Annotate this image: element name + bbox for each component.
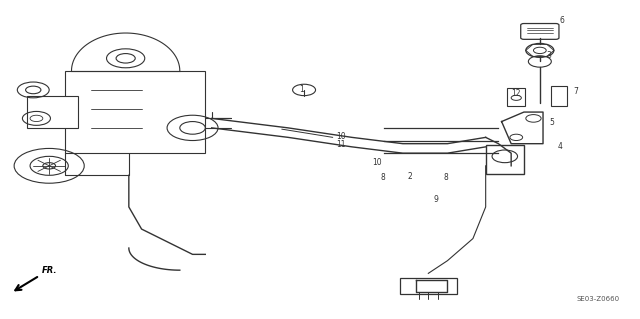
- FancyBboxPatch shape: [551, 86, 566, 106]
- Text: 10: 10: [337, 132, 346, 141]
- Text: 8: 8: [444, 173, 449, 182]
- FancyBboxPatch shape: [507, 88, 525, 106]
- Text: 2: 2: [408, 172, 413, 182]
- FancyBboxPatch shape: [521, 24, 559, 39]
- Text: SE03-Z0660: SE03-Z0660: [577, 296, 620, 302]
- FancyBboxPatch shape: [486, 145, 524, 174]
- Text: 7: 7: [573, 87, 579, 96]
- Text: 6: 6: [559, 17, 564, 26]
- FancyBboxPatch shape: [27, 96, 78, 128]
- Text: 4: 4: [557, 142, 563, 151]
- Text: 9: 9: [433, 196, 438, 204]
- Text: 8: 8: [381, 173, 385, 182]
- FancyBboxPatch shape: [65, 71, 205, 153]
- Text: 12: 12: [511, 89, 521, 98]
- Text: 3: 3: [547, 51, 552, 60]
- Text: FR.: FR.: [42, 266, 57, 275]
- Text: 1: 1: [300, 85, 305, 94]
- Text: 10: 10: [372, 158, 382, 167]
- Text: 5: 5: [549, 118, 554, 127]
- Text: 11: 11: [337, 140, 346, 149]
- FancyBboxPatch shape: [399, 278, 457, 294]
